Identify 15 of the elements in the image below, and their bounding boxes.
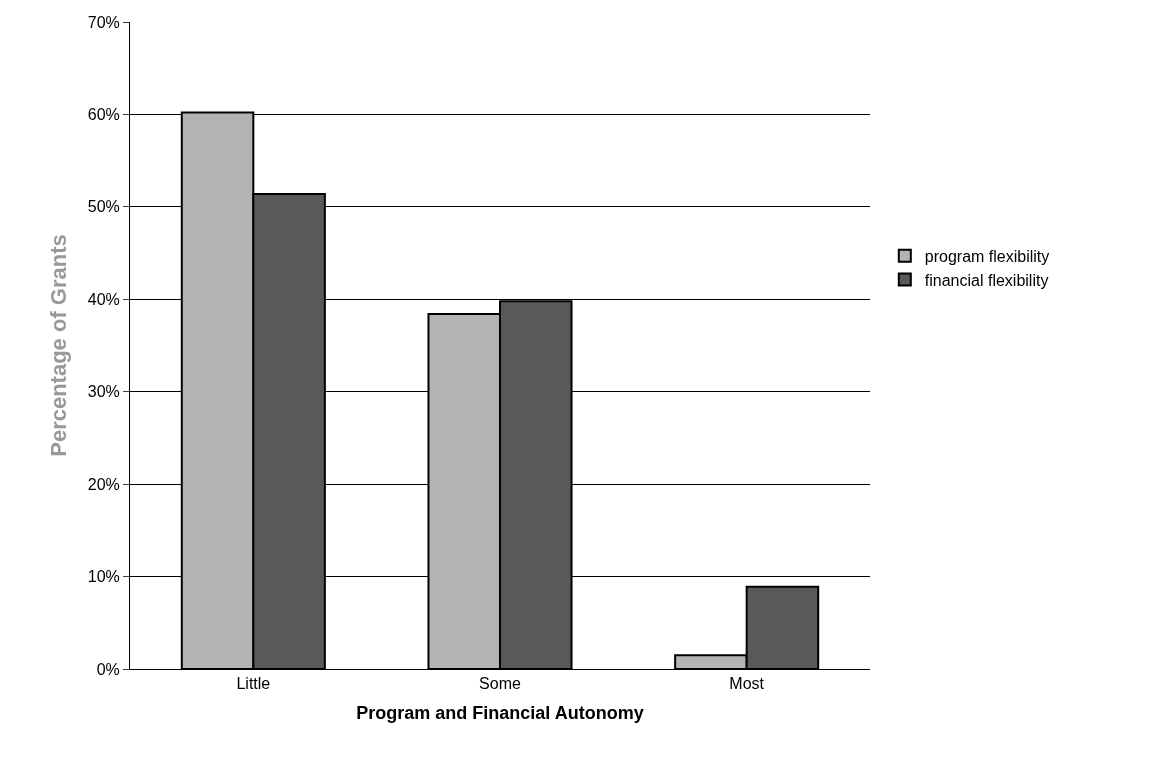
y-tick-label: 10%: [87, 568, 120, 586]
y-axis-title: Percentage of Grants: [45, 234, 71, 457]
y-tick-label: 20%: [87, 475, 120, 493]
x-tick-label: Some: [479, 675, 521, 693]
y-tick-label: 60%: [87, 106, 120, 124]
legend-label: financial flexibility: [924, 271, 1049, 289]
x-tick-label: Most: [729, 675, 765, 693]
x-axis-title: Program and Financial Autonomy: [356, 703, 644, 724]
y-tick-label: 70%: [87, 13, 120, 31]
x-tick-label: Little: [236, 675, 271, 693]
y-tick-label: 0%: [96, 660, 120, 678]
y-tick-label: 40%: [87, 290, 120, 308]
y-tick-label: 30%: [87, 383, 120, 401]
legend-label: program flexibility: [924, 248, 1050, 265]
y-tick-label: 50%: [87, 198, 120, 216]
